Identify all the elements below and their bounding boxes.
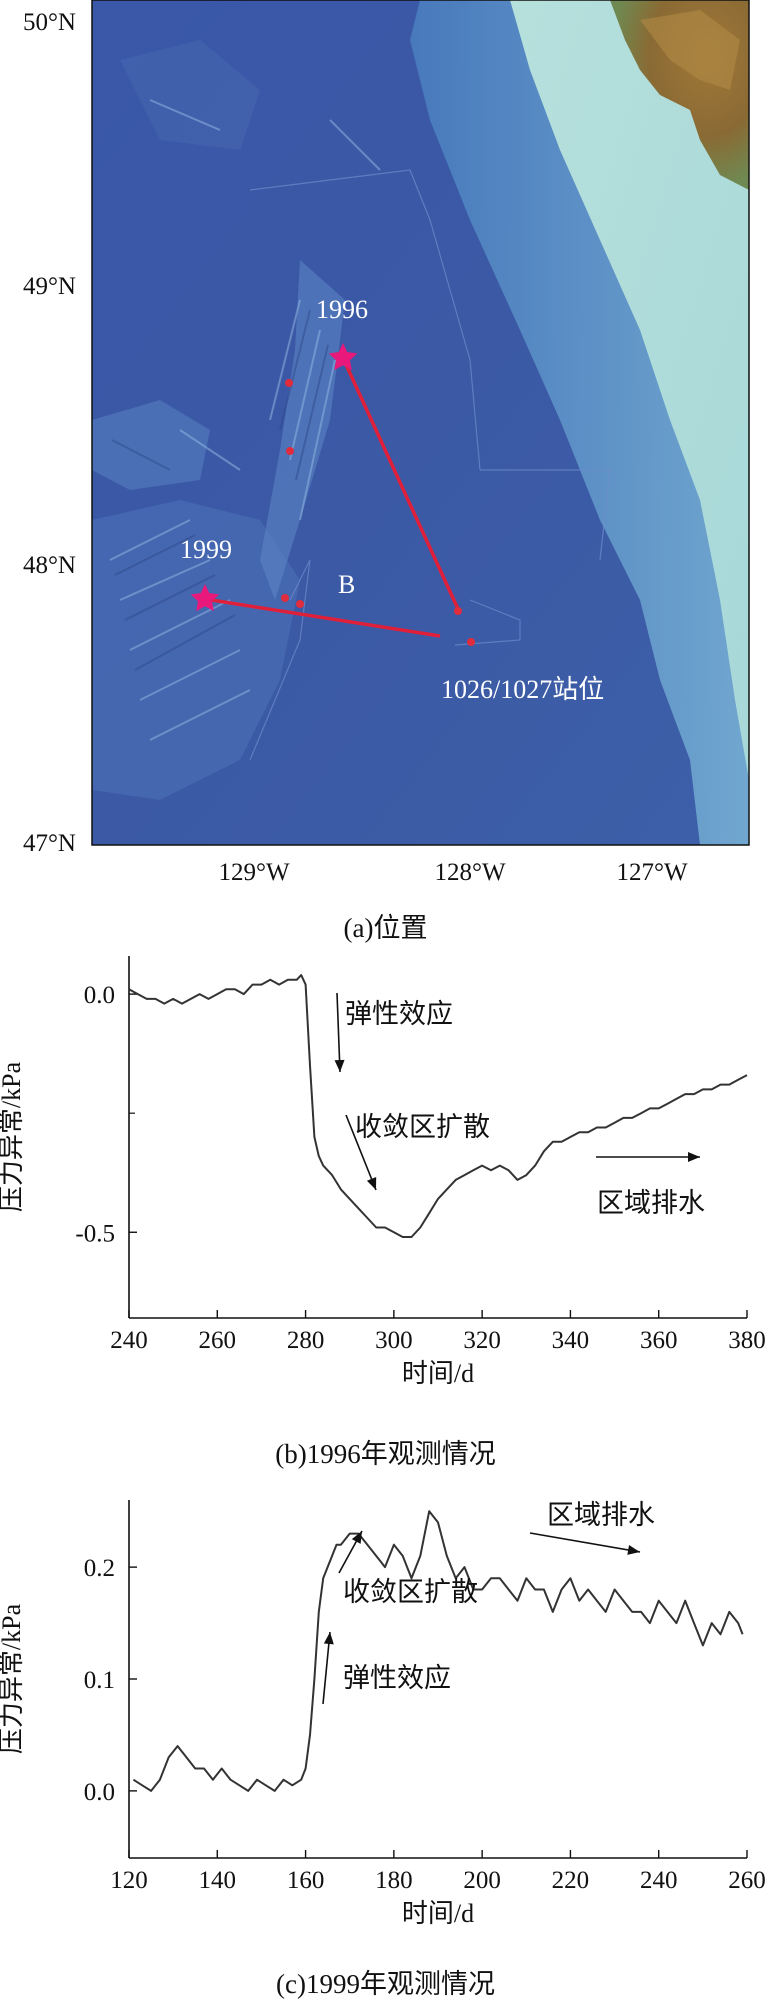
y-tick-label: 0.1: [84, 1667, 115, 1694]
annotation-arrow-head: [323, 1632, 334, 1645]
annotation-label: 收敛区扩散: [355, 1112, 490, 1142]
annotation-label: 弹性效应: [343, 1663, 451, 1693]
annotation-arrow-head: [688, 1152, 700, 1162]
chart-1996-panel: 240 260 280 300 320 340 360 380 0.0 -0.5 时间/d 压力异常/…: [0, 950, 771, 1450]
x-tick-label: 360: [640, 1327, 678, 1354]
annotation-arrow-head: [351, 1531, 362, 1544]
annotation-arrow-shaft: [345, 1114, 377, 1191]
x-tick-label: 260: [199, 1327, 237, 1354]
site-dots: [281, 379, 475, 646]
y-axis-label: 压力异常/kPa: [0, 1061, 26, 1212]
x-tick-label: 320: [463, 1327, 501, 1354]
x-tick-label: 200: [463, 1867, 501, 1894]
x-tick-label: 280: [287, 1327, 325, 1354]
x-axis-label: 时间/d: [402, 1899, 474, 1928]
x-tick-label: 240: [640, 1867, 678, 1894]
x-tick-label: 220: [552, 1867, 590, 1894]
location-map: 1996 1999 B 1026/1027站位 50°N 49°N 48°N 4…: [23, 0, 750, 886]
caption-a: (a)位置: [343, 913, 428, 943]
location-map-panel: 1996 1999 B 1026/1027站位 50°N 49°N 48°N 4…: [0, 0, 771, 900]
y-tick-label: 0.0: [84, 1779, 115, 1806]
annotation-arrow-head: [366, 1177, 377, 1190]
x-tick-label: 120: [110, 1867, 148, 1894]
annotation-arrow-shaft: [322, 1631, 331, 1705]
x-tick-label: 380: [728, 1327, 766, 1354]
annotation-label: 区域排水: [597, 1188, 705, 1218]
map-area: [92, 0, 749, 845]
annotation-label: 弹性效应: [345, 999, 453, 1029]
longitude-axis: 129°W 128°W 127°W: [218, 859, 687, 886]
lat-label: 49°N: [23, 273, 76, 300]
lon-label: 128°W: [434, 859, 505, 886]
y-tick-label: 0.0: [84, 982, 115, 1009]
annotation-arrow-shaft: [529, 1532, 641, 1553]
y-tick-label: -0.5: [75, 1220, 115, 1247]
annotation-arrow-head: [334, 1059, 345, 1072]
map-label-station: 1026/1027站位: [441, 675, 604, 704]
map-label-b: B: [338, 570, 355, 599]
x-tick-label: 180: [375, 1867, 413, 1894]
annotation-arrow-head: [627, 1545, 640, 1555]
lon-label: 127°W: [616, 859, 687, 886]
y-tick-label: 0.2: [84, 1555, 115, 1582]
chart-1996: 240 260 280 300 320 340 360 380 0.0 -0.5 时间/d 压力异常/…: [0, 956, 766, 1388]
star-1999-icon: [190, 584, 220, 612]
chart-1999-panel: 120 140 160 180 200 220 240 260 0.0 0.1 0.2 时间/d 压力异…: [0, 1480, 771, 1970]
map-label-1996: 1996: [316, 295, 368, 324]
star-1996-icon: [328, 343, 358, 371]
lat-label: 50°N: [23, 9, 76, 36]
pressure-series-line: [132, 1510, 744, 1792]
x-tick-label: 240: [110, 1327, 148, 1354]
lat-label: 48°N: [23, 552, 76, 579]
map-border: [91, 0, 750, 846]
lon-label: 129°W: [218, 859, 289, 886]
x-tick-label: 140: [199, 1867, 237, 1894]
lat-label: 47°N: [23, 830, 76, 857]
annotation-arrow-shaft: [336, 992, 341, 1073]
caption-c: (c)1999年观测情况: [276, 1969, 495, 1999]
caption-b: (b)1996年观测情况: [275, 1439, 496, 1469]
y-axis-label: 压力异常/kPa: [0, 1603, 26, 1754]
x-tick-label: 300: [375, 1327, 413, 1354]
x-tick-label: 260: [728, 1867, 766, 1894]
annotation-label: 区域排水: [547, 1500, 655, 1530]
latitude-axis: 50°N 49°N 48°N 47°N: [23, 9, 76, 857]
profile-lines: [204, 357, 460, 638]
annotation-label: 收敛区扩散: [343, 1577, 478, 1607]
map-label-1999: 1999: [180, 535, 232, 564]
pressure-series-line: [128, 974, 748, 1238]
x-tick-label: 160: [287, 1867, 325, 1894]
x-axis-label: 时间/d: [402, 1359, 474, 1388]
chart-1999: 120 140 160 180 200 220 240 260 0.0 0.1 0.2 时间/d 压力异…: [0, 1500, 766, 1928]
x-tick-label: 340: [552, 1327, 590, 1354]
